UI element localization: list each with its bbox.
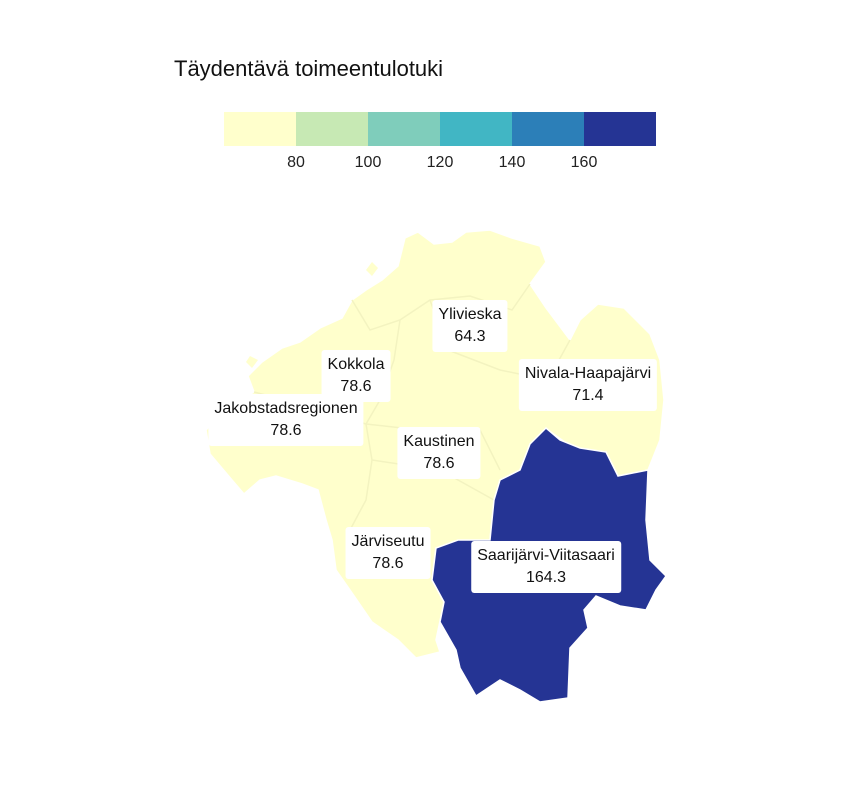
region-value: 78.6 [372, 555, 404, 572]
legend-tick-160: 160 [570, 154, 598, 171]
region-name: Nivala-Haapajärvi [524, 365, 652, 382]
legend-color-bar [224, 112, 656, 146]
legend-swatch-5 [512, 112, 584, 146]
region-value: 78.6 [270, 422, 302, 439]
region-label-kokkola: Kokkola 78.6 [321, 350, 391, 402]
legend-tick-80: 80 [287, 154, 305, 171]
region-value: 71.4 [572, 387, 604, 404]
region-name: Jakobstadsregionen [214, 400, 358, 417]
region-label-jarviseutu: Järviseutu 78.6 [345, 527, 431, 579]
legend-tick-100: 100 [354, 154, 382, 171]
legend-swatch-4 [440, 112, 512, 146]
region-value: 64.3 [454, 328, 486, 345]
region-label-nivala-haapajarvi: Nivala-Haapajärvi 71.4 [518, 359, 658, 411]
region-label-saarijarvi-viitasaari: Saarijärvi-Viitasaari 164.3 [471, 541, 621, 593]
legend-tick-140: 140 [498, 154, 526, 171]
region-name: Kokkola [327, 356, 385, 373]
region-value: 78.6 [423, 455, 455, 472]
legend-swatch-6 [584, 112, 656, 146]
region-label-jakobstadsregionen: Jakobstadsregionen 78.6 [208, 394, 364, 446]
island-shape [366, 262, 378, 276]
legend-tick-120: 120 [426, 154, 454, 171]
region-name: Saarijärvi-Viitasaari [477, 547, 615, 564]
region-name: Ylivieska [438, 306, 502, 323]
region-value: 78.6 [340, 378, 372, 395]
legend-swatch-3 [368, 112, 440, 146]
legend-swatch-1 [224, 112, 296, 146]
legend-title: Täydentävä toimeentulotuki [174, 56, 444, 81]
region-value: 164.3 [525, 569, 567, 586]
island-shape [246, 356, 258, 368]
region-label-ylivieska: Ylivieska 64.3 [432, 300, 508, 352]
region-label-kaustinen: Kaustinen 78.6 [397, 427, 481, 479]
legend-swatch-2 [296, 112, 368, 146]
region-name: Järviseutu [351, 533, 425, 550]
region-name: Kaustinen [403, 433, 475, 450]
